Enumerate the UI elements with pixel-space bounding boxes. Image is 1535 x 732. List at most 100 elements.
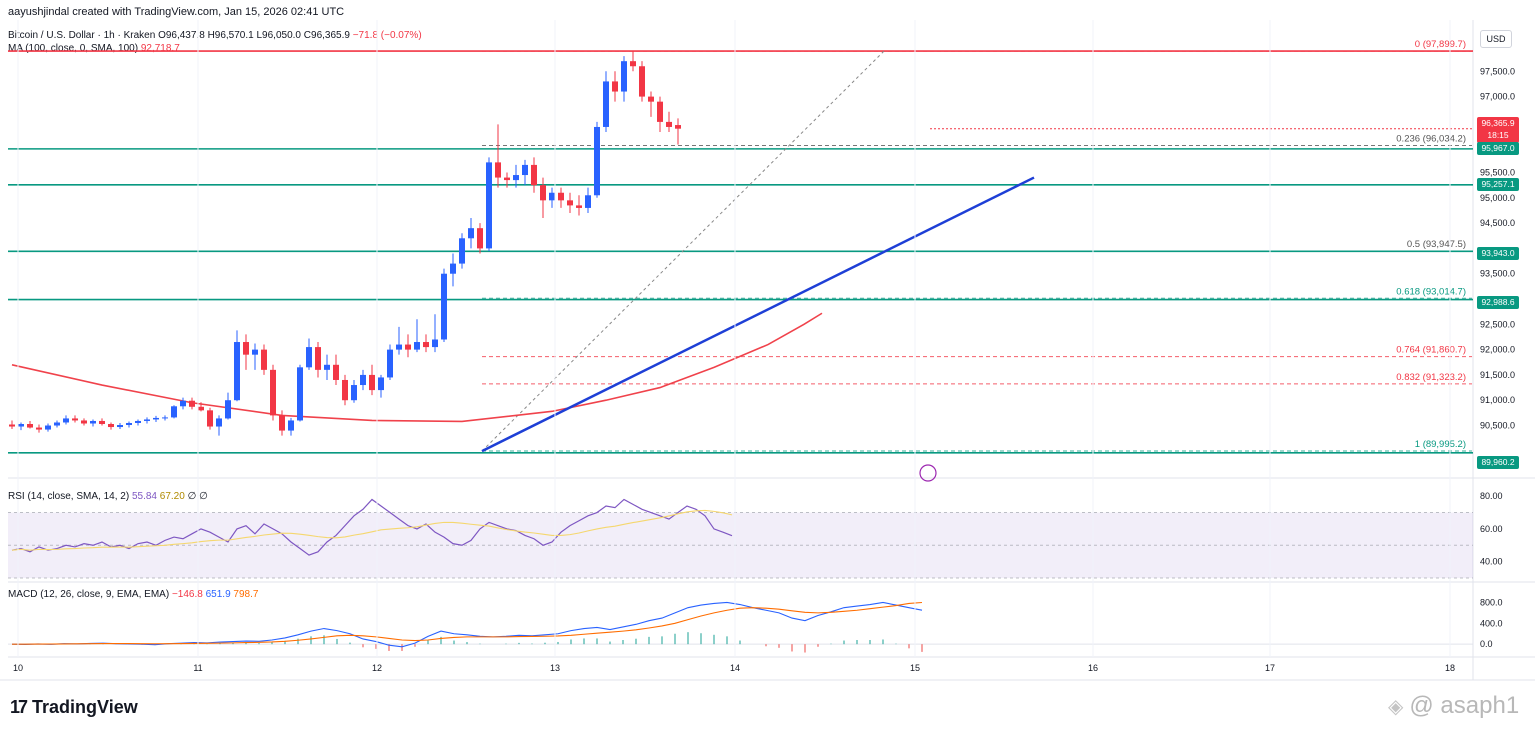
candle-body xyxy=(630,61,636,67)
candle-body xyxy=(288,420,294,431)
watermark-text: @ asaph1 xyxy=(1409,692,1520,719)
candle-body xyxy=(405,344,411,350)
candle-body xyxy=(90,420,96,424)
candle-body xyxy=(342,379,348,401)
candle-body xyxy=(198,406,204,411)
time-axis-label: 18 xyxy=(1445,663,1455,673)
ma-legend[interactable]: MA (100, close, 0, SMA, 100) 92,718.7 xyxy=(8,43,180,54)
macd-axis-label: 400.0 xyxy=(1480,618,1503,628)
fib-level-label: 1 (89,995.2) xyxy=(1415,439,1466,450)
tradingview-logo-icon: 17 xyxy=(10,697,28,717)
rsi-ma-line xyxy=(11,509,733,551)
candle-body xyxy=(18,424,24,427)
candle-body xyxy=(234,342,240,401)
price-axis-label: 91,500.0 xyxy=(1480,370,1515,380)
candle-body xyxy=(117,425,123,428)
fib-trend-line xyxy=(481,50,885,452)
macd-signal-value: 798.7 xyxy=(233,589,259,600)
support-tag-5: 89,960.2 xyxy=(1477,456,1519,469)
rsi-extra: ∅ ∅ xyxy=(187,491,208,502)
candle-body xyxy=(135,420,141,423)
price-axis-label: 97,500.0 xyxy=(1480,66,1515,76)
candle-body xyxy=(432,339,438,348)
candle-body xyxy=(180,400,186,407)
currency-button[interactable]: USD xyxy=(1480,30,1512,48)
candle-body xyxy=(522,164,528,176)
price-axis-label: 91,000.0 xyxy=(1480,395,1515,405)
rsi-legend[interactable]: RSI (14, close, SMA, 14, 2) 55.84 67.20 … xyxy=(8,491,208,502)
candle-body xyxy=(162,417,168,419)
watermark: ◈ @ asaph1 xyxy=(1388,692,1519,720)
watermark-icon: ◈ xyxy=(1388,695,1404,718)
candle-body xyxy=(531,164,537,186)
candle-body xyxy=(108,424,114,428)
candle-body xyxy=(324,364,330,370)
candle-body xyxy=(414,342,420,350)
symbol-title: Bitcoin / U.S. Dollar · 1h · Kraken xyxy=(8,30,156,41)
open-value: O96,437.8 xyxy=(158,30,205,41)
candle-body xyxy=(396,344,402,350)
time-axis-label: 13 xyxy=(550,663,560,673)
candle-body xyxy=(270,369,276,416)
support-tag-1: 95,967.0 xyxy=(1477,142,1519,155)
ma-label: MA (100, close, 0, SMA, 100) xyxy=(8,43,139,54)
candle-body xyxy=(63,418,69,423)
macd-signal-line xyxy=(12,601,923,645)
price-axis-label: 92,000.0 xyxy=(1480,345,1515,355)
candle-body xyxy=(207,410,213,427)
candle-body xyxy=(171,406,177,418)
support-tag-3: 93,943.0 xyxy=(1477,247,1519,260)
price-axis-label: 95,000.0 xyxy=(1480,193,1515,203)
fib-level-label: 0.5 (93,947.5) xyxy=(1407,239,1466,250)
candle-body xyxy=(54,422,60,426)
candle-body xyxy=(126,422,132,426)
candle-body xyxy=(189,400,195,407)
time-axis-label: 10 xyxy=(13,663,23,673)
tradingview-logo[interactable]: 17 TradingView xyxy=(10,697,138,718)
candle-body xyxy=(225,400,231,419)
support-tag-4: 92,988.6 xyxy=(1477,296,1519,309)
support-tag-2: 95,257.1 xyxy=(1477,178,1519,191)
candle-body xyxy=(666,121,672,127)
candle-body xyxy=(459,238,465,264)
price-axis-label: 94,500.0 xyxy=(1480,218,1515,228)
candle-body xyxy=(513,175,519,181)
rsi-axis-label: 80.00 xyxy=(1480,491,1503,501)
candle-body xyxy=(27,424,33,428)
countdown-value: 18:15 xyxy=(1487,130,1509,140)
fib-level-label: 0.618 (93,014.7) xyxy=(1396,286,1466,297)
candle-body xyxy=(594,126,600,196)
author-line: aayushjindal created with TradingView.co… xyxy=(8,6,345,18)
price-axis-label: 95,500.0 xyxy=(1480,168,1515,178)
candle-body xyxy=(45,425,51,430)
candle-body xyxy=(216,418,222,427)
candle-body xyxy=(675,125,681,129)
macd-label: MACD (12, 26, close, 9, EMA, EMA) xyxy=(8,589,170,600)
symbol-legend[interactable]: Bitcoin / U.S. Dollar · 1h · Kraken O96,… xyxy=(8,30,422,41)
close-value: C96,365.9 xyxy=(303,30,350,41)
candle-body xyxy=(603,81,609,127)
candle-body xyxy=(378,377,384,391)
candle-body xyxy=(612,81,618,92)
candle-body xyxy=(351,385,357,401)
macd-hist-value: −146.8 xyxy=(171,589,203,600)
price-axis-label: 90,500.0 xyxy=(1480,421,1515,431)
candle-body xyxy=(477,228,483,249)
price-axis-label: 97,000.0 xyxy=(1480,92,1515,102)
candle-body xyxy=(369,374,375,391)
macd-legend[interactable]: MACD (12, 26, close, 9, EMA, EMA) −146.8… xyxy=(8,589,258,600)
candle-body xyxy=(639,66,645,97)
candle-body xyxy=(567,200,573,206)
current-price-value: 96,365.9 xyxy=(1481,118,1515,128)
high-value: H96,570.1 xyxy=(207,30,254,41)
ma-value: 92,718.7 xyxy=(140,43,180,54)
candle-body xyxy=(72,418,78,421)
candle-body xyxy=(333,364,339,380)
time-axis-label: 11 xyxy=(193,663,202,673)
candle-body xyxy=(423,342,429,348)
fib-level-label: 0.764 (91,860.7) xyxy=(1396,345,1466,356)
candle-body xyxy=(9,424,15,427)
time-axis-label: 14 xyxy=(730,663,740,673)
rsi-axis-label: 60.00 xyxy=(1480,524,1503,534)
